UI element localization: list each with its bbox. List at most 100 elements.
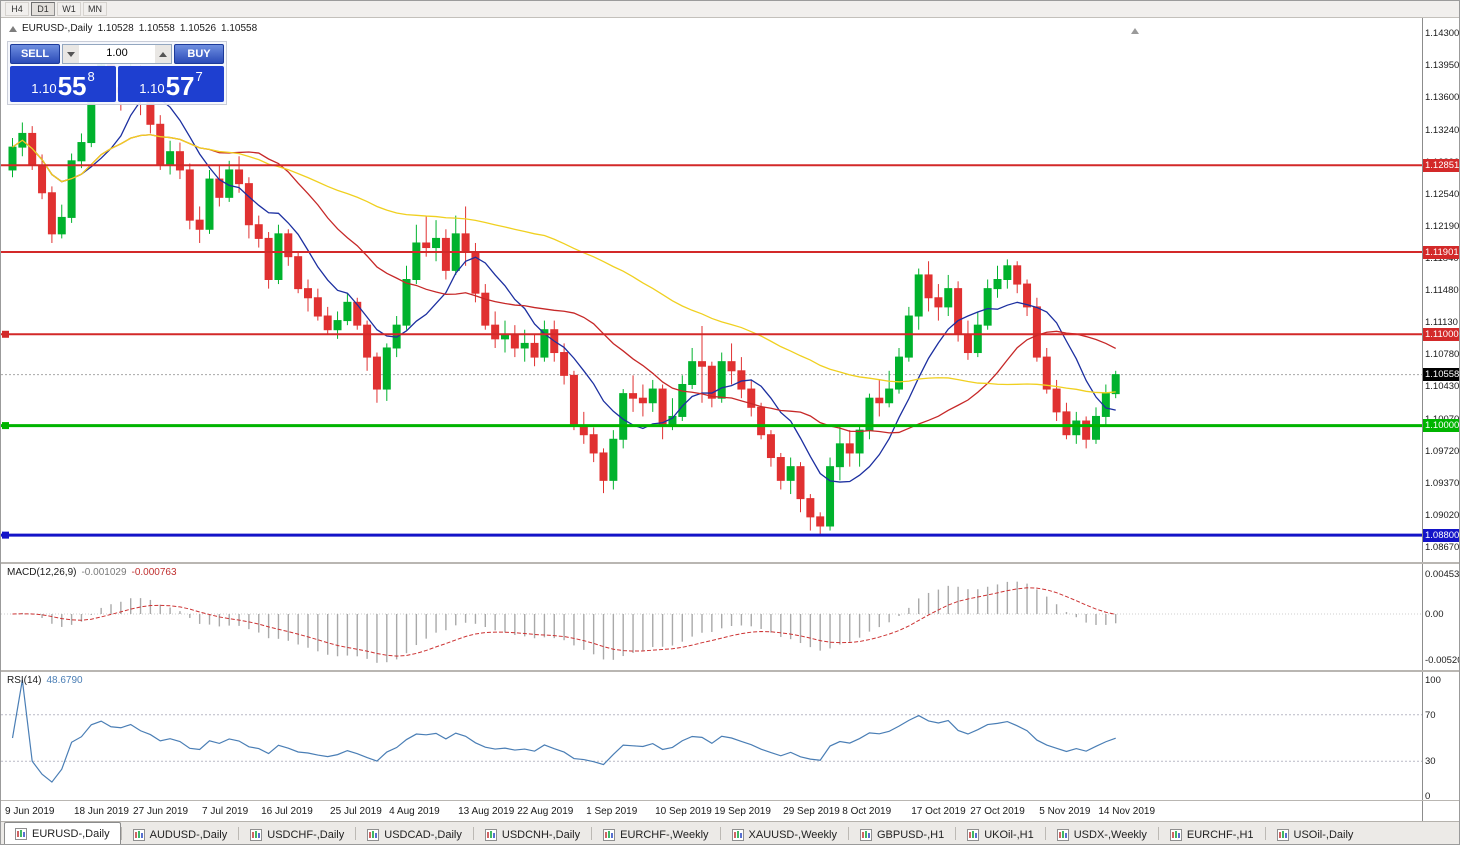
macd-axis-label: -0.00520 [1425,654,1459,666]
chart-thumbnail-icon [967,828,980,841]
chart-shift-marker-icon[interactable] [1131,21,1139,39]
sell-price-prefix: 1.10 [31,81,57,96]
buy-button[interactable]: BUY [174,44,224,64]
rsi-axis-label: 100 [1425,675,1441,686]
current-price-tag: 1.10558 [1423,368,1459,382]
price-axis-label: 1.10780 [1425,349,1459,361]
chart-tab-label: USDCHF-,Daily [267,828,345,841]
chart-thumbnail-icon [731,828,744,841]
chart-tab-eurusd-daily[interactable]: EURUSD-,Daily [4,822,121,844]
panel-separator[interactable] [1,562,1459,564]
date-label: 14 Nov 2019 [1098,806,1156,817]
macd-label: MACD(12,26,9) -0.001029 -0.000763 [7,567,177,578]
chart-tab-label: USOil-,Daily [1293,828,1354,841]
chart-tab-label: GBPUSD-,H1 [876,828,945,841]
chart-tab-label: EURCHF-,Weekly [620,828,709,841]
tab-separator [1157,827,1159,840]
chart-tab-label: XAUUSD-,Weekly [748,828,837,841]
volume-increase-button[interactable] [155,45,171,63]
macd-indicator-chart[interactable] [1,564,1422,670]
rsi-indicator-chart[interactable] [1,672,1422,800]
date-label: 19 Sep 2019 [714,806,771,817]
price-axis-label: 1.13950 [1425,59,1459,71]
price-axis-label: 1.09370 [1425,478,1459,490]
price-axis-label: 1.13600 [1425,91,1459,103]
one-click-toggle-icon[interactable] [9,25,17,32]
level-price-tag: 1.08800 [1423,528,1459,542]
price-axis[interactable]: 1.143001.139501.136001.132401.128901.125… [1422,18,1459,823]
chart-thumbnail-icon [367,828,380,841]
chart-tab-bar: EURUSD-,Daily AUDUSD-,Daily USDCHF-,Daily U… [1,821,1459,844]
date-label: 18 Jun 2019 [73,806,129,817]
date-label: 17 Oct 2019 [911,806,966,817]
price-axis-label: 1.12540 [1425,188,1459,200]
chart-tab-usdchf-daily[interactable]: USDCHF-,Daily [239,824,355,844]
timeframe-toolbar: H4 D1 W1 MN [1,1,1459,18]
chart-area[interactable]: EURUSD-,Daily 1.10528 1.10558 1.10526 1.… [1,18,1459,823]
chart-thumbnail-icon [15,827,27,840]
sell-price-point: 8 [87,69,95,84]
tab-separator [1044,827,1046,840]
price-axis-label: 1.13240 [1425,124,1459,136]
price-axis-label: 1.10430 [1425,381,1459,393]
price-axis-label: 1.09020 [1425,510,1459,522]
level-price-tag: 1.12851 [1423,158,1459,172]
ohlc-open: 1.10528 [97,23,134,34]
date-label: 27 Oct 2019 [970,806,1025,817]
chart-tab-eurchf-h1[interactable]: EURCHF-,H1 [1159,824,1265,844]
price-axis-label: 1.08670 [1425,542,1459,553]
main-price-chart[interactable] [1,18,1422,562]
macd-axis-label: 0.004536 [1425,568,1459,580]
chart-thumbnail-icon [1276,828,1289,841]
date-label: 27 Jun 2019 [133,806,189,817]
chart-tab-label: USDCAD-,Daily [384,828,462,841]
chart-tab-usdcnh-daily[interactable]: USDCNH-,Daily [474,824,591,844]
panel-separator[interactable] [1,670,1459,672]
sell-button[interactable]: SELL [10,44,60,64]
price-axis-label: 1.12190 [1425,220,1459,232]
buy-price-panel[interactable]: 1.10 57 7 [118,66,224,102]
price-axis-label: 1.09720 [1425,446,1459,458]
chart-tab-ukoil-h1[interactable]: UKOil-,H1 [956,824,1045,844]
chart-tab-label: UKOil-,H1 [984,828,1034,841]
chart-tab-label: USDCNH-,Daily [501,828,581,841]
chart-tab-eurchf-weekly[interactable]: EURCHF-,Weekly [592,824,719,844]
tab-separator [847,827,849,840]
chart-tab-usoil-daily[interactable]: USOil-,Daily [1266,824,1365,844]
one-click-trading-panel: SELL 1.00 BUY 1.10 55 8 1.10 57 7 [7,41,227,105]
date-label: 4 Aug 2019 [389,806,440,817]
price-axis-label: 1.11480 [1425,285,1459,297]
time-axis[interactable]: 9 Jun 2019 18 Jun 2019 27 Jun 2019 7 Jul 20… [1,801,1422,823]
chart-symbol-label: EURUSD-,Daily [22,23,93,34]
rsi-axis-label: 30 [1425,756,1436,768]
chart-tab-usdcad-daily[interactable]: USDCAD-,Daily [356,824,473,844]
price-axis-label: 1.11130 [1425,317,1458,329]
date-label: 29 Sep 2019 [783,806,840,817]
macd-signal-value: -0.000763 [131,567,177,578]
chart-tab-label: EURCHF-,H1 [1186,828,1254,841]
tab-separator [719,827,721,840]
tab-separator [355,827,357,840]
chart-tab-usdx-weekly[interactable]: USDX-,Weekly [1046,824,1158,844]
date-label: 16 Jul 2019 [261,806,313,817]
date-label: 5 Nov 2019 [1039,806,1091,817]
rsi-value: 48.6790 [46,675,83,686]
chart-tab-gbpusd-h1[interactable]: GBPUSD-,H1 [849,824,955,844]
date-label: 8 Oct 2019 [842,806,892,817]
sell-price-panel[interactable]: 1.10 55 8 [10,66,116,102]
timeframe-button-h4[interactable]: H4 [5,2,29,16]
panel-separator [1,800,1459,801]
level-price-tag: 1.11000 [1423,327,1459,341]
volume-input[interactable]: 1.00 [106,47,128,59]
volume-decrease-button[interactable] [63,45,79,63]
macd-axis-label: 0.00 [1425,609,1444,620]
timeframe-button-w1[interactable]: W1 [57,2,81,16]
buy-price-point: 7 [195,69,203,84]
timeframe-button-mn[interactable]: MN [83,2,107,16]
timeframe-button-d1[interactable]: D1 [31,2,55,16]
chart-tab-audusd-daily[interactable]: AUDUSD-,Daily [122,824,239,844]
date-label: 9 Jun 2019 [5,806,55,817]
chart-thumbnail-icon [1169,828,1182,841]
chart-thumbnail-icon [250,828,263,841]
chart-tab-xauusd-weekly[interactable]: XAUUSD-,Weekly [721,824,848,844]
